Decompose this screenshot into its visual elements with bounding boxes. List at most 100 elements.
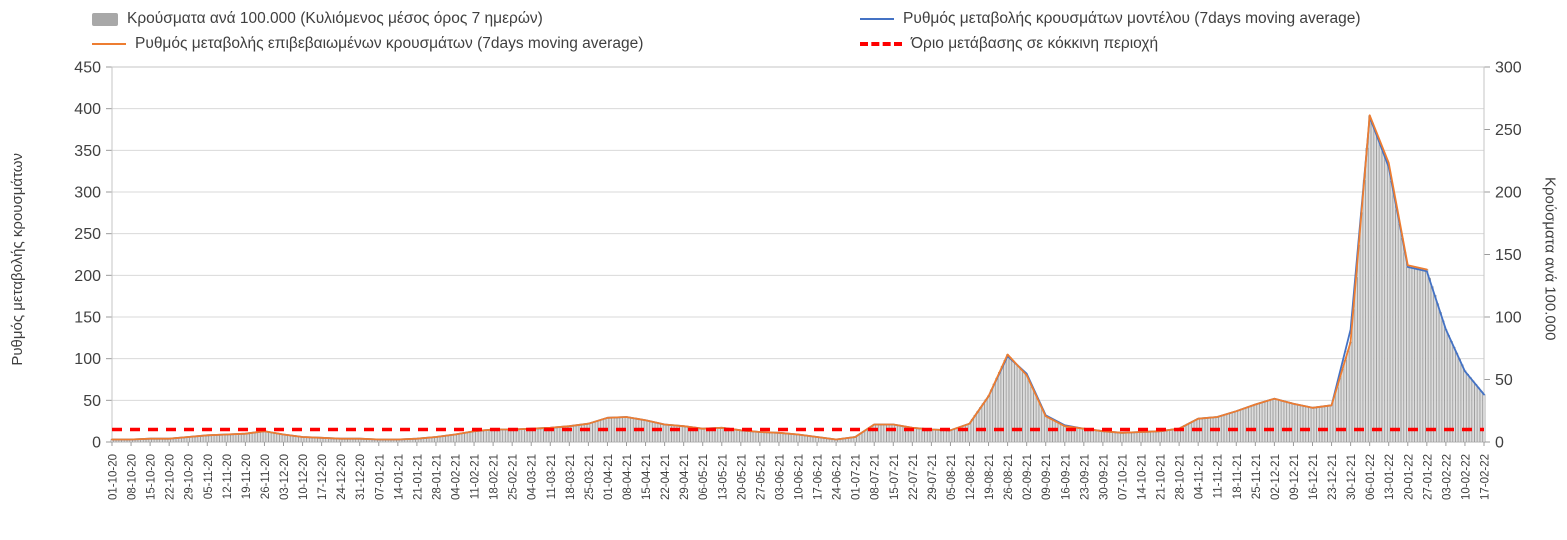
blue-line-swatch-icon [860,18,894,20]
svg-text:31-12-20: 31-12-20 [355,454,367,500]
svg-text:400: 400 [74,101,101,118]
svg-text:24-12-20: 24-12-20 [336,454,348,500]
svg-text:10-02-22: 10-02-22 [1460,454,1472,500]
legend-item-model-rate: Ρυθμός μεταβολής κρουσμάτων μοντέλου (7d… [860,10,1567,28]
svg-text:13-05-21: 13-05-21 [717,454,729,500]
legend-item-red-zone-threshold: Όριο μετάβασης σε κόκκινη περιοχή [860,35,1567,53]
legend-label-confirmed-rate: Ρυθμός μεταβολής επιβεβαιωμένων κρουσμάτ… [135,35,644,52]
svg-text:29-10-20: 29-10-20 [184,454,196,500]
svg-text:03-12-20: 03-12-20 [279,454,291,500]
svg-text:450: 450 [74,60,101,77]
svg-text:07-01-21: 07-01-21 [374,454,386,500]
legend-label-red-zone-threshold: Όριο μετάβασης σε κόκκινη περιοχή [911,35,1159,52]
svg-text:15-04-21: 15-04-21 [641,454,653,500]
svg-text:02-12-21: 02-12-21 [1270,454,1282,500]
legend-label-cases-per-100k: Κρούσματα ανά 100.000 (Κυλιόμενος μέσος … [127,10,543,27]
chart-legend: Κρούσματα ανά 100.000 (Κυλιόμενος μέσος … [0,0,1567,59]
svg-text:100: 100 [74,351,101,368]
svg-text:300: 300 [1495,60,1522,77]
svg-text:22-04-21: 22-04-21 [660,454,672,500]
svg-text:07-10-21: 07-10-21 [1117,454,1129,500]
svg-text:27-05-21: 27-05-21 [755,454,767,500]
svg-text:25-03-21: 25-03-21 [584,454,596,500]
svg-text:01-07-21: 01-07-21 [851,454,863,500]
svg-text:08-04-21: 08-04-21 [622,454,634,500]
svg-text:13-01-22: 13-01-22 [1384,454,1396,500]
svg-text:29-07-21: 29-07-21 [927,454,939,500]
svg-text:11-03-21: 11-03-21 [546,454,558,499]
svg-text:26-08-21: 26-08-21 [1003,454,1015,500]
svg-text:24-06-21: 24-06-21 [832,454,844,500]
svg-text:18-02-21: 18-02-21 [489,454,501,500]
svg-text:12-11-20: 12-11-20 [222,454,234,499]
svg-text:08-10-20: 08-10-20 [127,454,139,500]
svg-text:20-01-22: 20-01-22 [1403,454,1415,500]
svg-text:03-06-21: 03-06-21 [774,454,786,500]
svg-text:17-12-20: 17-12-20 [317,454,329,500]
svg-text:26-11-20: 26-11-20 [260,454,272,499]
svg-text:05-08-21: 05-08-21 [946,454,958,500]
orange-line-swatch-icon [92,43,126,45]
legend-item-cases-per-100k: Κρούσματα ανά 100.000 (Κυλιόμενος μέσος … [92,10,860,28]
gray-bar-swatch-icon [92,12,118,26]
svg-text:06-05-21: 06-05-21 [698,454,710,500]
chart-area: Ρυθμός μεταβολής κρουσμάτων 0 50 100 150 200… [0,59,1567,531]
svg-text:09-09-21: 09-09-21 [1041,454,1053,500]
svg-text:350: 350 [74,143,101,160]
svg-text:06-01-22: 06-01-22 [1365,454,1377,500]
svg-text:50: 50 [1495,372,1513,389]
svg-text:12-08-21: 12-08-21 [965,454,977,500]
svg-text:30-12-21: 30-12-21 [1346,454,1358,500]
left-axis-title: Ρυθμός μεταβολής κρουσμάτων [8,152,26,366]
svg-text:01-04-21: 01-04-21 [603,454,615,500]
svg-text:17-06-21: 17-06-21 [813,454,825,500]
svg-text:05-11-20: 05-11-20 [203,454,215,499]
svg-text:23-12-21: 23-12-21 [1327,454,1339,500]
svg-text:21-01-21: 21-01-21 [412,454,424,500]
svg-text:200: 200 [74,268,101,285]
svg-text:25-02-21: 25-02-21 [508,454,520,500]
svg-text:250: 250 [74,226,101,243]
svg-text:14-10-21: 14-10-21 [1137,454,1149,500]
svg-text:18-11-21: 18-11-21 [1232,454,1244,499]
svg-text:0: 0 [1495,435,1504,452]
svg-text:04-11-21: 04-11-21 [1194,454,1206,499]
svg-text:22-10-20: 22-10-20 [165,454,177,500]
red-dashed-line-swatch-icon [860,42,902,46]
svg-text:29-04-21: 29-04-21 [679,454,691,500]
svg-text:16-12-21: 16-12-21 [1308,454,1320,500]
svg-text:11-11-21: 11-11-21 [1213,454,1225,498]
svg-text:23-09-21: 23-09-21 [1079,454,1091,500]
svg-text:150: 150 [74,310,101,327]
svg-text:22-07-21: 22-07-21 [908,454,920,500]
svg-text:16-09-21: 16-09-21 [1060,454,1072,500]
svg-text:10-12-20: 10-12-20 [298,454,310,500]
svg-text:28-10-21: 28-10-21 [1175,454,1187,500]
legend-item-confirmed-rate: Ρυθμός μεταβολής επιβεβαιωμένων κρουσμάτ… [92,35,860,53]
svg-text:0: 0 [92,435,101,452]
svg-text:30-09-21: 30-09-21 [1098,454,1110,500]
svg-text:150: 150 [1495,247,1522,264]
svg-text:10-06-21: 10-06-21 [794,454,806,500]
svg-text:02-09-21: 02-09-21 [1022,454,1034,500]
svg-text:25-11-21: 25-11-21 [1251,454,1263,499]
svg-text:300: 300 [74,185,101,202]
svg-text:15-10-20: 15-10-20 [146,454,158,500]
svg-text:04-02-21: 04-02-21 [451,454,463,500]
svg-text:08-07-21: 08-07-21 [870,454,882,500]
svg-text:19-08-21: 19-08-21 [984,454,996,500]
svg-text:100: 100 [1495,310,1522,327]
svg-text:11-02-21: 11-02-21 [470,454,482,499]
svg-text:19-11-20: 19-11-20 [241,454,253,499]
svg-text:18-03-21: 18-03-21 [565,454,577,500]
svg-text:50: 50 [83,393,101,410]
svg-text:04-03-21: 04-03-21 [527,454,539,500]
svg-text:250: 250 [1495,122,1522,139]
chart-plot: 0 50 100 150 200 250 300 350 400 450 0 50 100 150 200 2… [74,60,1522,501]
svg-text:200: 200 [1495,185,1522,202]
svg-text:21-10-21: 21-10-21 [1156,454,1168,500]
svg-text:27-01-22: 27-01-22 [1422,454,1434,500]
svg-text:03-02-22: 03-02-22 [1441,454,1453,500]
svg-text:20-05-21: 20-05-21 [736,454,748,500]
